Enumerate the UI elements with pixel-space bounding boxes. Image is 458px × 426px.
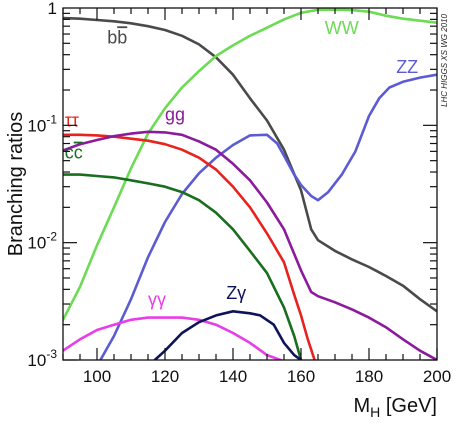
series-label-1: WW (325, 18, 359, 38)
y-axis-title: Branching ratios (5, 112, 27, 257)
x-tick-label: 160 (287, 367, 315, 386)
series-line-5 (63, 173, 303, 360)
x-tick-label: 140 (219, 367, 247, 386)
series-label-5: cc (65, 143, 83, 163)
series-line-7 (153, 310, 303, 360)
y-tick-label: 10-1 (27, 112, 57, 135)
series-label-0: bb (107, 27, 127, 47)
series-line-3 (63, 133, 316, 360)
y-tick-label: 10-2 (27, 230, 57, 253)
y-tick-label: 1 (48, 0, 57, 18)
series-line-4 (63, 130, 437, 360)
x-tick-label: 200 (423, 367, 451, 386)
x-tick-label: 120 (151, 367, 179, 386)
series-label-2: ZZ (396, 57, 418, 77)
x-axis-title: MH [GeV] (354, 395, 438, 420)
plot-frame (62, 7, 438, 361)
y-tick-label: 10-3 (27, 347, 57, 370)
series-label-7: Zγ (226, 283, 246, 303)
x-tick-label: 180 (355, 367, 383, 386)
ticks-layer: 100 120 140 160 180 200 10-3 10-2 10-1 1 (27, 0, 451, 386)
x-tick-label: 100 (83, 367, 111, 386)
series-label-4: gg (165, 104, 185, 124)
series-label-6: γγ (148, 290, 166, 310)
series-line-0 (63, 16, 437, 313)
series-line-6 (63, 316, 282, 360)
curves-layer (63, 8, 437, 360)
watermark-text: LHC HIGGS XS WG 2010 (440, 13, 449, 106)
series-line-1 (63, 8, 437, 322)
series-label-3: ττ (65, 110, 79, 130)
series-line-2 (99, 73, 437, 360)
